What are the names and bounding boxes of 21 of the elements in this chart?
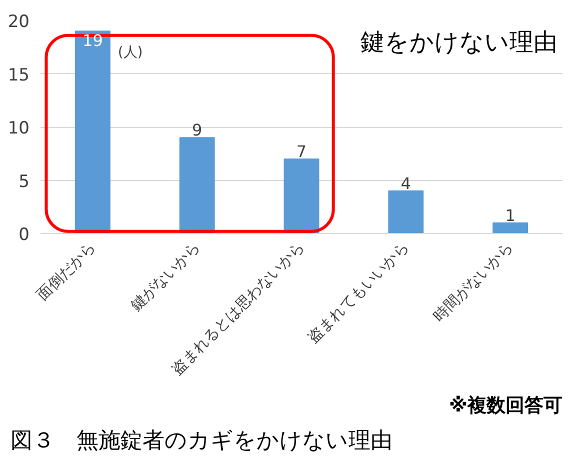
- bar: [284, 158, 320, 234]
- y-tick-label: 10: [8, 118, 30, 138]
- data-label: 7: [296, 142, 307, 161]
- x-tick-label: 時間がないから: [430, 238, 517, 326]
- chart-title: 鍵をかけない理由: [360, 28, 558, 56]
- y-tick-label: 5: [18, 172, 30, 192]
- y-tick-label: 15: [8, 65, 30, 86]
- data-label: 9: [192, 120, 202, 140]
- x-tick-label: 鍵がないから: [127, 238, 204, 315]
- bar: [492, 222, 528, 234]
- data-label: 19: [82, 31, 103, 50]
- y-axis-title: (人): [118, 44, 143, 60]
- caption: 図３ 無施錠者のカギをかけない理由: [10, 428, 392, 454]
- x-tick-label: 盗まれてもいいから: [304, 238, 412, 346]
- x-tick-label: 面倒だから: [33, 238, 100, 304]
- bar: [388, 190, 424, 234]
- data-label: 4: [400, 174, 411, 193]
- y-tick-label: 0: [18, 225, 30, 245]
- data-label: 1: [505, 206, 516, 225]
- text: ※複数回答可: [449, 394, 563, 416]
- y-tick-label: 20: [8, 12, 30, 32]
